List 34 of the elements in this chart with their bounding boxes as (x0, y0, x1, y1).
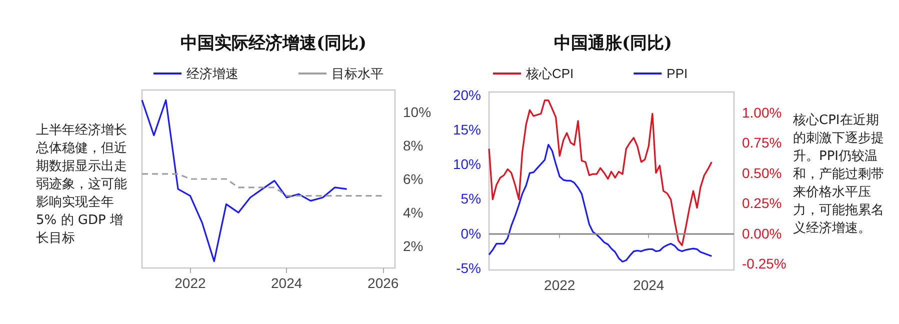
y-tick-label: 10% (452, 156, 482, 172)
legend-label: 经济增速 (186, 66, 238, 81)
y2-tick-label: 2% (403, 238, 424, 254)
x-tick-label: 2024 (633, 277, 664, 293)
y2-tick-label: 0.75% (742, 134, 782, 151)
y2-tick-label: 4% (403, 204, 424, 221)
legend-label: PPI (666, 66, 688, 81)
y-tick-label: 0% (460, 225, 482, 242)
y2-tick-label: 8% (403, 137, 424, 154)
x-tick-label: 2026 (368, 275, 399, 291)
x-tick-label: 2022 (174, 275, 206, 291)
legend-label: 核心CPI (525, 66, 574, 81)
y2-tick-label: 6% (403, 171, 424, 187)
chart-title: 中国实际经济增速(同比) (180, 34, 367, 54)
y2-tick-label: 1.00% (742, 104, 782, 120)
y2-tick-label: -0.25% (742, 255, 786, 272)
y2-tick-label: 10% (403, 104, 432, 120)
line-series (141, 173, 384, 197)
chart-title: 中国通胀(同比) (554, 34, 672, 54)
x-tick-label: 2022 (544, 277, 576, 293)
line-series (488, 100, 712, 246)
y2-tick-label: 0.50% (742, 164, 782, 181)
line-series (141, 99, 348, 262)
line-series (488, 144, 712, 262)
y-tick-label: -5% (456, 260, 482, 276)
text: 上半年经济增长总体稳健，但近期数据显示出走弱迹象，这可能影响实现全年 5% 的 GDP 增长目标 (36, 122, 128, 248)
y2-tick-label: 0.00% (742, 225, 782, 242)
y-tick-label: 20% (452, 86, 482, 103)
y-tick-label: 5% (460, 190, 482, 207)
y-tick-label: 15% (452, 121, 482, 138)
legend-label: 目标水平 (332, 66, 384, 81)
text: 核心CPI在近期的刺激下逐步提升。PPI仍较温和，产能过剩带来价格水平压力，可能拖累名义经济增速。 (793, 112, 885, 238)
x-tick-label: 2024 (271, 275, 302, 291)
y2-tick-label: 0.25% (742, 195, 782, 212)
